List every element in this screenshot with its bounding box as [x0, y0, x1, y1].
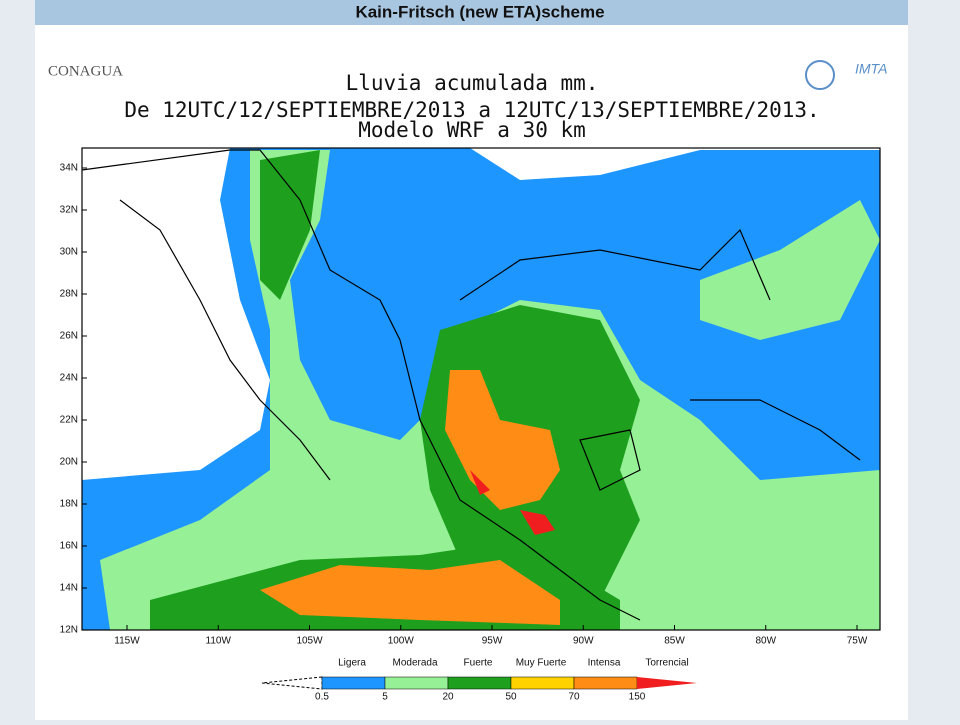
legend-threshold: 20 — [442, 692, 454, 703]
lat-label: 28N — [60, 289, 78, 300]
map-title-line: Modelo WRF a 30 km — [358, 118, 586, 142]
lon-label: 110W — [206, 636, 232, 647]
lat-label: 20N — [60, 457, 78, 468]
legend-threshold: 5 — [382, 692, 388, 703]
lat-label: 34N — [60, 163, 78, 174]
lat-label: 26N — [60, 331, 78, 342]
legend-swatch — [573, 676, 638, 690]
legend-class: Moderada — [392, 658, 437, 669]
legend-class: Fuerte — [464, 658, 493, 669]
legend-class: Torrencial — [645, 658, 688, 669]
map-title-line: De 12UTC/12/SEPTIEMBRE/2013 a 12UTC/13/S… — [124, 98, 819, 122]
legend: Ligera Moderada Fuerte Muy Fuerte Intensa Tor… — [261, 658, 697, 703]
precip-field — [82, 148, 880, 630]
lon-label: 90W — [573, 636, 594, 647]
map-axes: 34N 32N 30N 28N 26N 24N 22N 20N 18N 16N 14N 12N 115W… — [60, 163, 868, 647]
lat-label: 14N — [60, 583, 78, 594]
legend-swatch — [321, 676, 386, 690]
lon-label: 95W — [482, 636, 503, 647]
legend-threshold: 0.5 — [315, 692, 329, 703]
lat-label: 22N — [60, 415, 78, 426]
lat-label: 32N — [60, 205, 78, 216]
lon-label: 115W — [114, 636, 140, 647]
lat-label: 24N — [60, 373, 78, 384]
legend-swatch — [447, 676, 512, 690]
header-title: Kain-Fritsch (new ETA)scheme — [355, 2, 604, 21]
legend-threshold: 50 — [505, 692, 517, 703]
legend-threshold: 70 — [568, 692, 580, 703]
logo-right: IMTA — [855, 61, 887, 77]
lon-label: 105W — [296, 636, 323, 647]
legend-class: Ligera — [338, 658, 366, 669]
legend-class: Intensa — [588, 658, 621, 669]
lon-label: 80W — [755, 636, 776, 647]
lon-label: 75W — [847, 636, 868, 647]
logo-left: CONAGUA — [48, 63, 123, 79]
legend-swatch — [384, 676, 449, 690]
legend-swatch — [510, 676, 575, 690]
lat-label: 30N — [60, 247, 78, 258]
map-frame — [81, 147, 881, 631]
lat-label: 18N — [60, 499, 78, 510]
lat-label: 16N — [60, 541, 78, 552]
legend-arrow-high — [637, 677, 697, 689]
header-bar — [35, 0, 908, 25]
legend-class: Muy Fuerte — [516, 658, 567, 669]
lon-label: 85W — [664, 636, 685, 647]
map-title-line: Lluvia acumulada mm. — [346, 71, 599, 95]
lon-label: 100W — [388, 636, 415, 647]
map-titles: Lluvia acumulada mm. De 12UTC/12/SEPTIEMB… — [124, 71, 819, 142]
legend-threshold: 150 — [629, 692, 646, 703]
logo-mark — [805, 60, 835, 90]
lat-label: 12N — [60, 625, 78, 636]
